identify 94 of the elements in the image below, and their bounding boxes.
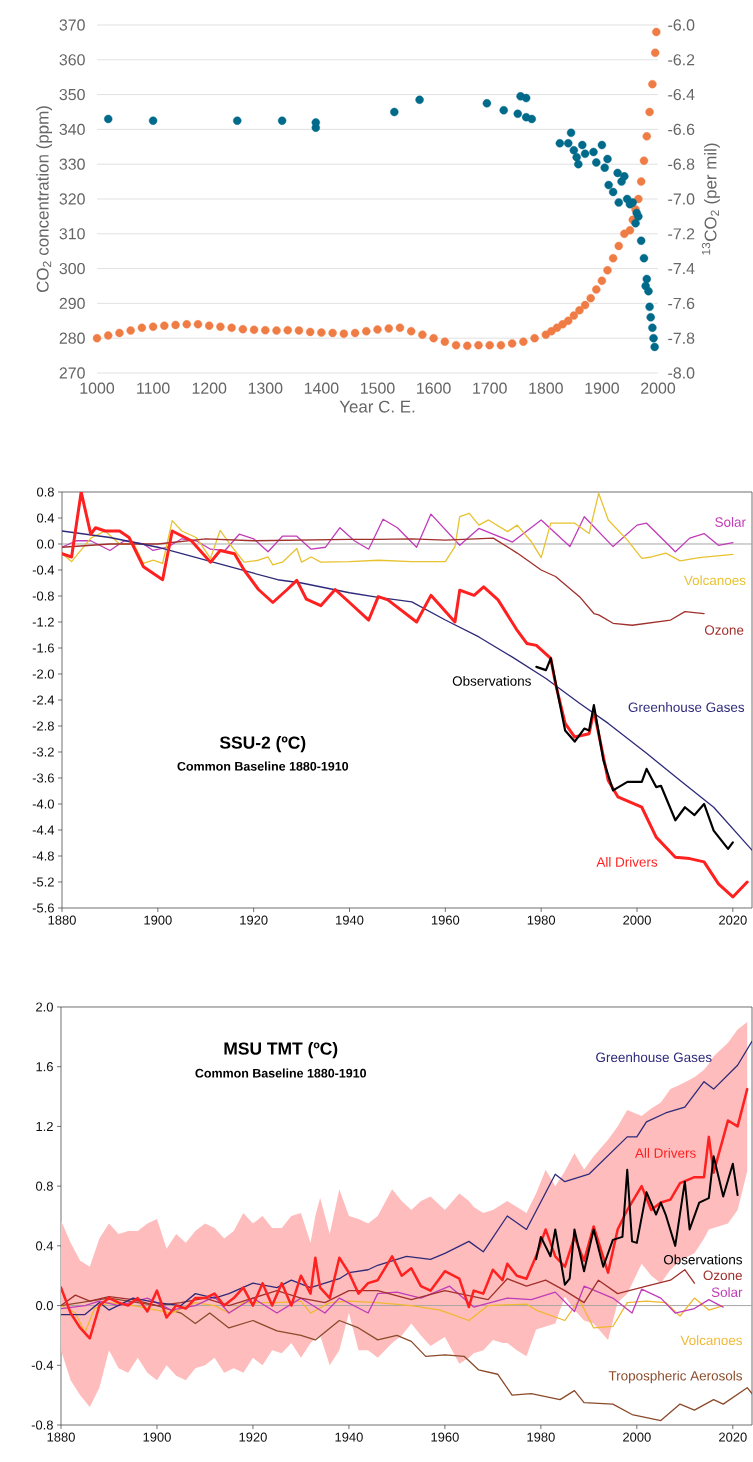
y-tick-label: 270 (59, 367, 85, 379)
x-tick-label: 1960 (431, 1432, 459, 1442)
y2-axis-title: $^{13}$CO$_{2}$ (per mil) (701, 143, 720, 255)
x-tick-label: 1400 (304, 382, 339, 394)
text: MSU TMT (ºC) (224, 1041, 338, 1059)
text: SSU-2 (ºC) (219, 735, 306, 753)
y-tick-label: -3.2 (32, 747, 54, 757)
x-tick-label: 2000 (623, 1432, 651, 1442)
x-axis-title: Year C. E. (339, 400, 415, 413)
y-tick-label: -5.6 (32, 903, 54, 913)
series-label: Greenhouse Gases (628, 702, 745, 712)
x-tick-label: 1900 (143, 1432, 171, 1442)
x-tick-label: 1100 (137, 382, 170, 394)
y2-tick-label: -7.6 (668, 297, 695, 310)
y-tick-label: 0.8 (35, 1181, 53, 1191)
x-tick-label: 1500 (360, 382, 395, 394)
x-tick-label: 1980 (527, 915, 556, 925)
x-tick-label: 1700 (473, 382, 507, 394)
x-tick-label: 1880 (47, 1432, 75, 1442)
x-tick-label: 1960 (431, 915, 460, 925)
y-tick-label: 0.4 (36, 513, 55, 523)
y-tick-label: 2.0 (36, 1002, 53, 1012)
y-tick-label: 360 (59, 54, 85, 66)
y-tick-label: -1.6 (32, 643, 54, 653)
series-label: Ozone (704, 625, 744, 635)
y-tick-label: -4.8 (32, 851, 54, 861)
x-tick-label: 1200 (192, 382, 227, 394)
text: Common Baseline 1880-1910 (177, 761, 349, 771)
y-tick-label: -0.4 (31, 1360, 54, 1370)
y-tick-label: -4.4 (32, 825, 55, 835)
series-label: Observations (663, 1254, 743, 1265)
x-tick-label: 1000 (80, 382, 115, 394)
y-tick-label: -2.0 (32, 669, 54, 679)
x-tick-label: 1900 (585, 382, 619, 394)
y2-tick-label: -6.6 (668, 123, 695, 136)
y-tick-label: 0.4 (35, 1241, 54, 1251)
x-tick-label: 1880 (48, 915, 76, 925)
y-tick-label: 310 (59, 228, 85, 240)
series-label: Tropospheric Aerosols (608, 1370, 742, 1384)
x-tick-label: 1920 (240, 915, 268, 925)
x-tick-label: 1300 (248, 382, 283, 394)
y-tick-label: 330 (59, 158, 85, 170)
x-tick-label: 1800 (529, 382, 563, 394)
series-label: Solar (715, 517, 746, 527)
y-tick-label: 340 (59, 123, 85, 136)
x-tick-label: 1920 (239, 1432, 267, 1442)
series-label: Solar (711, 1287, 743, 1298)
y2-tick-label: -6.0 (668, 19, 695, 31)
y-tick-label: 300 (59, 262, 85, 275)
y-tick-label: 370 (59, 19, 85, 31)
x-tick-label: 1600 (417, 382, 451, 394)
y-tick-label: -5.2 (32, 877, 54, 887)
y-tick-label: 1.6 (36, 1062, 53, 1072)
text: Common Baseline 1880-1910 (195, 1068, 367, 1078)
y-tick-label: -0.8 (31, 1420, 53, 1430)
x-tick-label: 2000 (641, 382, 676, 394)
y2-tick-label: -7.8 (668, 332, 695, 344)
y2-tick-label: -6.8 (668, 158, 695, 170)
y2-tick-label: -7.4 (668, 263, 695, 275)
y2-tick-label: -7.2 (668, 228, 695, 240)
y-tick-label: -4.0 (32, 799, 54, 809)
y-tick-label: -0.8 (32, 591, 54, 601)
y-tick-label: 290 (59, 297, 85, 310)
y-tick-label: -3.6 (32, 773, 54, 783)
y-axis-title: CO$_{2}$ concentration (ppm) (36, 106, 53, 293)
y-tick-label: -2.8 (32, 721, 54, 731)
x-tick-label: 2020 (719, 1432, 747, 1442)
x-tick-label: 2000 (623, 915, 651, 925)
x-tick-label: 1940 (335, 1432, 363, 1442)
series-label: All Drivers (596, 856, 658, 867)
y2-tick-label: -6.2 (668, 54, 695, 66)
series-label: All Drivers (634, 1147, 696, 1158)
y-tick-label: 0.0 (36, 539, 54, 549)
y-tick-label: 320 (59, 193, 85, 205)
y-tick-label: 0.8 (36, 487, 54, 497)
x-tick-label: 1980 (527, 1432, 555, 1442)
y-tick-label: 350 (59, 88, 85, 101)
x-tick-label: 2020 (719, 915, 747, 925)
y2-tick-label: -8.0 (668, 367, 695, 379)
y2-tick-label: -6.4 (668, 88, 695, 101)
y-tick-label: -0.4 (32, 565, 55, 575)
series-label: Greenhouse Gases (596, 1052, 712, 1063)
x-tick-label: 1900 (144, 915, 172, 925)
y-tick-label: 0.0 (35, 1300, 53, 1311)
series-label: Volcanoes (680, 1335, 743, 1346)
y-tick-label: 280 (59, 332, 85, 344)
y-tick-label: 1.2 (36, 1121, 53, 1131)
y-tick-label: -2.4 (32, 695, 55, 705)
y2-tick-label: -7.0 (668, 193, 695, 205)
series-label: Observations (452, 675, 531, 686)
y-tick-label: -1.2 (32, 617, 54, 627)
x-tick-label: 1940 (336, 915, 364, 925)
series-label: Ozone (703, 1270, 742, 1281)
series-label: Volcanoes (683, 575, 746, 586)
